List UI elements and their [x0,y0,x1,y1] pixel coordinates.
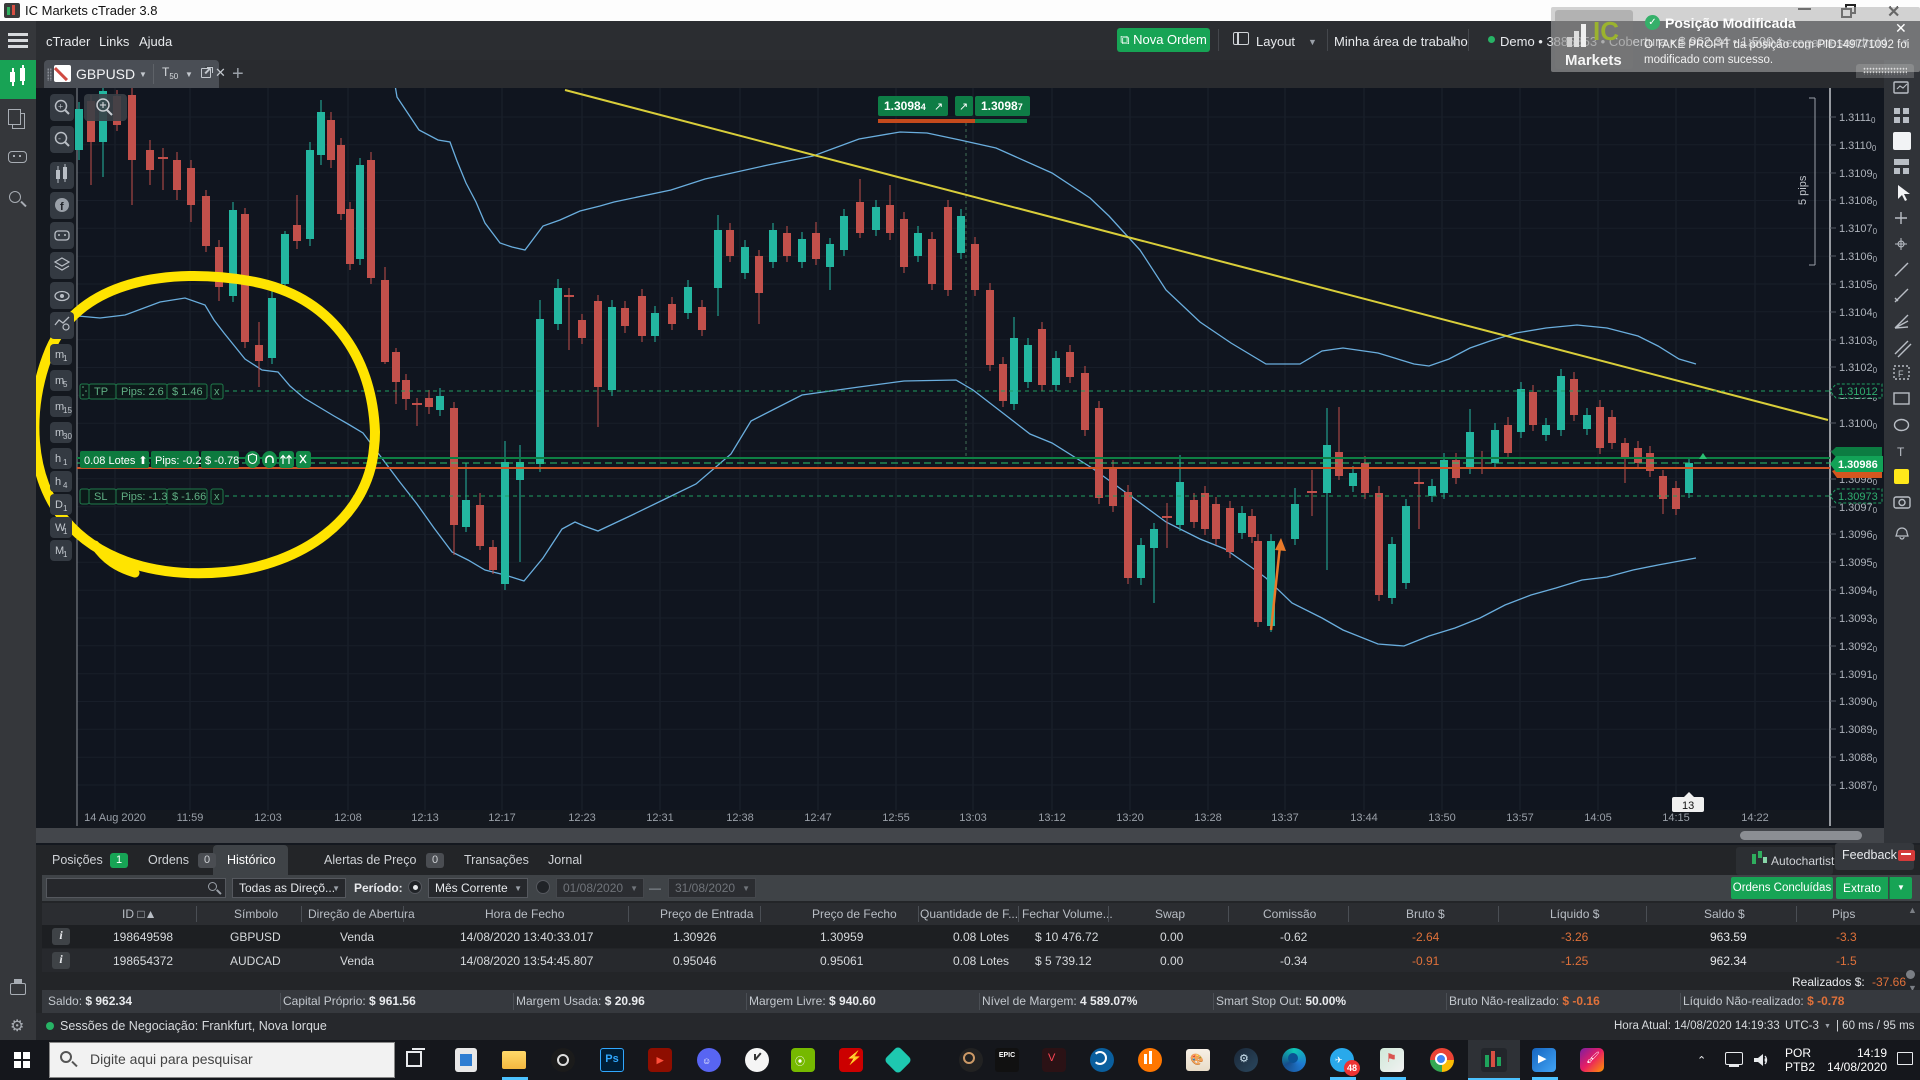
svg-text:-: - [58,134,61,144]
svg-text:1.31090: 1.31090 [1839,168,1878,181]
svg-text:12:38: 12:38 [726,812,754,824]
svg-text:1.31070: 1.31070 [1839,223,1878,236]
svg-text:13:12: 13:12 [1038,812,1066,824]
svg-text:F: F [1898,369,1904,379]
svg-text:12:13: 12:13 [411,812,439,824]
svg-text:1.31100: 1.31100 [1839,140,1877,153]
svg-text:1.30970: 1.30970 [1839,502,1878,515]
svg-text:1: 1 [63,354,68,363]
svg-text:12:31: 12:31 [646,812,674,824]
svg-text:1.30940: 1.30940 [1839,585,1878,598]
svg-text:$ -1.66: $ -1.66 [172,491,206,503]
svg-text:1.31110: 1.31110 [1839,112,1876,125]
svg-text:h: h [55,476,61,488]
svg-text:1.30986: 1.30986 [1838,459,1878,471]
svg-text:13:57: 13:57 [1506,812,1534,824]
svg-text:1.31040: 1.31040 [1839,307,1878,320]
svg-text:5: 5 [63,380,68,389]
svg-text:13:50: 13:50 [1428,812,1456,824]
svg-text:1: 1 [63,504,68,513]
svg-text:13:44: 13:44 [1350,812,1378,824]
svg-text:14 Aug 2020: 14 Aug 2020 [84,812,146,824]
svg-text:13:03: 13:03 [959,812,987,824]
svg-text:30: 30 [63,432,72,441]
svg-text:1.30960: 1.30960 [1839,529,1878,542]
svg-text:1.31060: 1.31060 [1839,251,1878,264]
svg-text:12:55: 12:55 [882,812,910,824]
svg-text:1.31030: 1.31030 [1839,335,1878,348]
svg-text:12:23: 12:23 [568,812,596,824]
svg-text:13:37: 13:37 [1271,812,1299,824]
svg-text:1.31012: 1.31012 [1838,386,1878,398]
svg-text:1.30987: 1.30987 [981,99,1023,113]
svg-text:↗: ↗ [934,101,943,113]
svg-text:↗: ↗ [959,101,968,113]
svg-text:M: M [55,545,64,557]
svg-text:f: f [60,201,64,213]
svg-text:x: x [214,491,220,503]
svg-text:m: m [55,349,64,361]
svg-text:0.08 Lotes ⬆: 0.08 Lotes ⬆ [84,455,148,467]
svg-text:1.30920: 1.30920 [1839,641,1878,654]
svg-text:1.30910: 1.30910 [1839,669,1878,682]
svg-text:1.30900: 1.30900 [1839,696,1878,709]
svg-text:Pips: -0.2: Pips: -0.2 [155,455,201,467]
svg-text:1.30870: 1.30870 [1839,780,1878,793]
svg-text:h: h [55,453,61,465]
svg-text:15: 15 [63,406,72,415]
svg-text:1.31050: 1.31050 [1839,279,1878,292]
svg-text:1.31020: 1.31020 [1839,362,1878,375]
svg-text:x: x [214,386,220,398]
svg-text:Pips: 2.6: Pips: 2.6 [121,386,164,398]
svg-text:+: + [58,102,63,112]
svg-text:1.31000: 1.31000 [1839,418,1878,431]
svg-text:12:47: 12:47 [804,812,832,824]
svg-text:m: m [55,375,64,387]
svg-text:4: 4 [63,481,68,490]
svg-text:13:28: 13:28 [1194,812,1222,824]
svg-text:11:59: 11:59 [177,812,204,824]
svg-text:13:20: 13:20 [1116,812,1144,824]
svg-text:TP: TP [94,386,108,398]
svg-text:13: 13 [1682,800,1694,812]
svg-text:14:05: 14:05 [1584,812,1612,824]
svg-text:1.30880: 1.30880 [1839,752,1878,765]
svg-text:1.30950: 1.30950 [1839,557,1878,570]
svg-text:1: 1 [63,527,68,536]
svg-text:SL: SL [94,491,107,503]
svg-text:$ 1.46: $ 1.46 [172,386,203,398]
svg-text:12:08: 12:08 [334,812,362,824]
svg-text:1.30984: 1.30984 [884,99,926,113]
svg-text:$ -0.78: $ -0.78 [205,455,239,467]
svg-text:1: 1 [63,458,68,467]
svg-text:5 pips: 5 pips [1797,175,1809,205]
svg-text:W: W [55,522,66,534]
svg-text:Pips: -1.3: Pips: -1.3 [121,491,167,503]
svg-text:12:03: 12:03 [254,812,282,824]
svg-text:12:17: 12:17 [488,812,516,824]
svg-text:1.30890: 1.30890 [1839,724,1878,737]
svg-text:1: 1 [63,550,68,559]
svg-text:14:22: 14:22 [1741,812,1769,824]
svg-text:T: T [1897,445,1905,459]
svg-text:1.30973: 1.30973 [1838,491,1878,503]
svg-text:1.30930: 1.30930 [1839,613,1878,626]
svg-text:1.31080: 1.31080 [1839,195,1878,208]
svg-text:m: m [55,427,64,439]
svg-text:m: m [55,401,64,413]
svg-text:D: D [55,499,63,511]
svg-text:14:15: 14:15 [1662,812,1690,824]
